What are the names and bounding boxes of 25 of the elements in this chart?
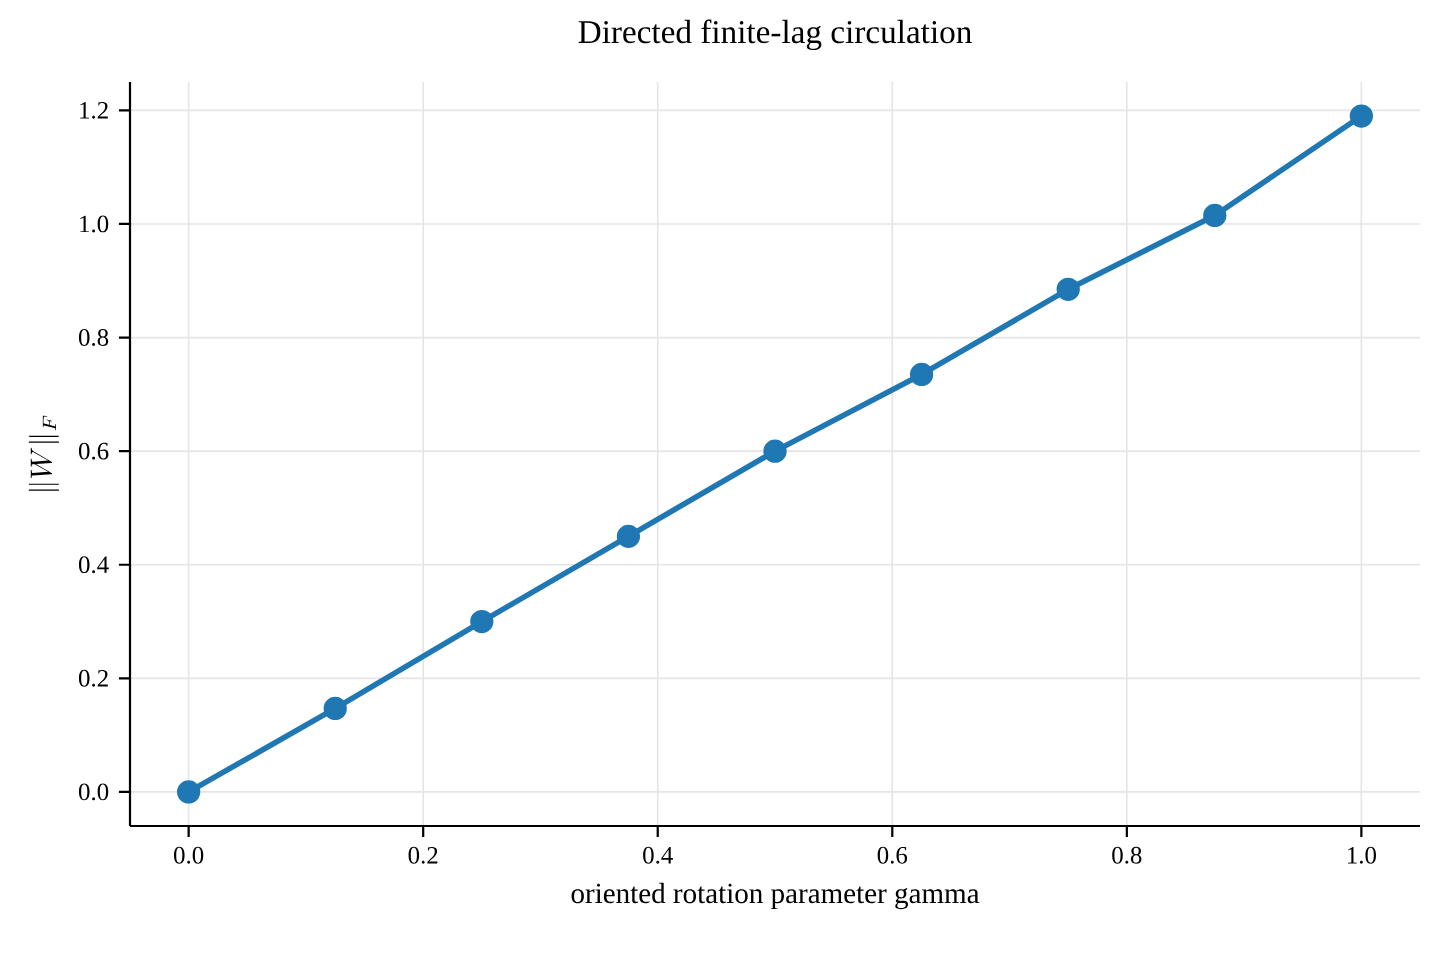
x-tick-label: 0.4 <box>643 846 673 864</box>
y-tick-label: 1.0 <box>80 215 109 233</box>
point <box>1056 277 1080 301</box>
point <box>323 696 347 721</box>
point <box>763 439 787 463</box>
y-tick-label: 1.2 <box>80 101 108 119</box>
y-tick-label: 0.6 <box>78 442 109 460</box>
y-axis-title: $\|W\|_F$ <box>28 415 59 491</box>
y-tick-label: 0.8 <box>78 329 109 347</box>
point <box>616 524 641 548</box>
y-tick-label: 0.2 <box>78 669 108 687</box>
point <box>470 609 494 634</box>
x-tick-label: 0.8 <box>1112 846 1142 864</box>
x-axis-title: oriented rotation parameter gamma <box>571 882 980 910</box>
point <box>1349 104 1374 128</box>
point <box>909 362 934 387</box>
point <box>1203 203 1227 228</box>
y-tick-label: 0.4 <box>78 556 109 574</box>
x-tick-label: 1.0 <box>1347 846 1376 864</box>
x-tick-label: 0.6 <box>877 846 908 864</box>
x-tick-label: 0.0 <box>174 846 204 864</box>
x-tick-label: 0.2 <box>408 846 438 864</box>
point <box>177 780 201 804</box>
chart-title: Directed finite-lag circulation <box>578 19 972 51</box>
y-tick-label: 0.0 <box>78 783 109 801</box>
